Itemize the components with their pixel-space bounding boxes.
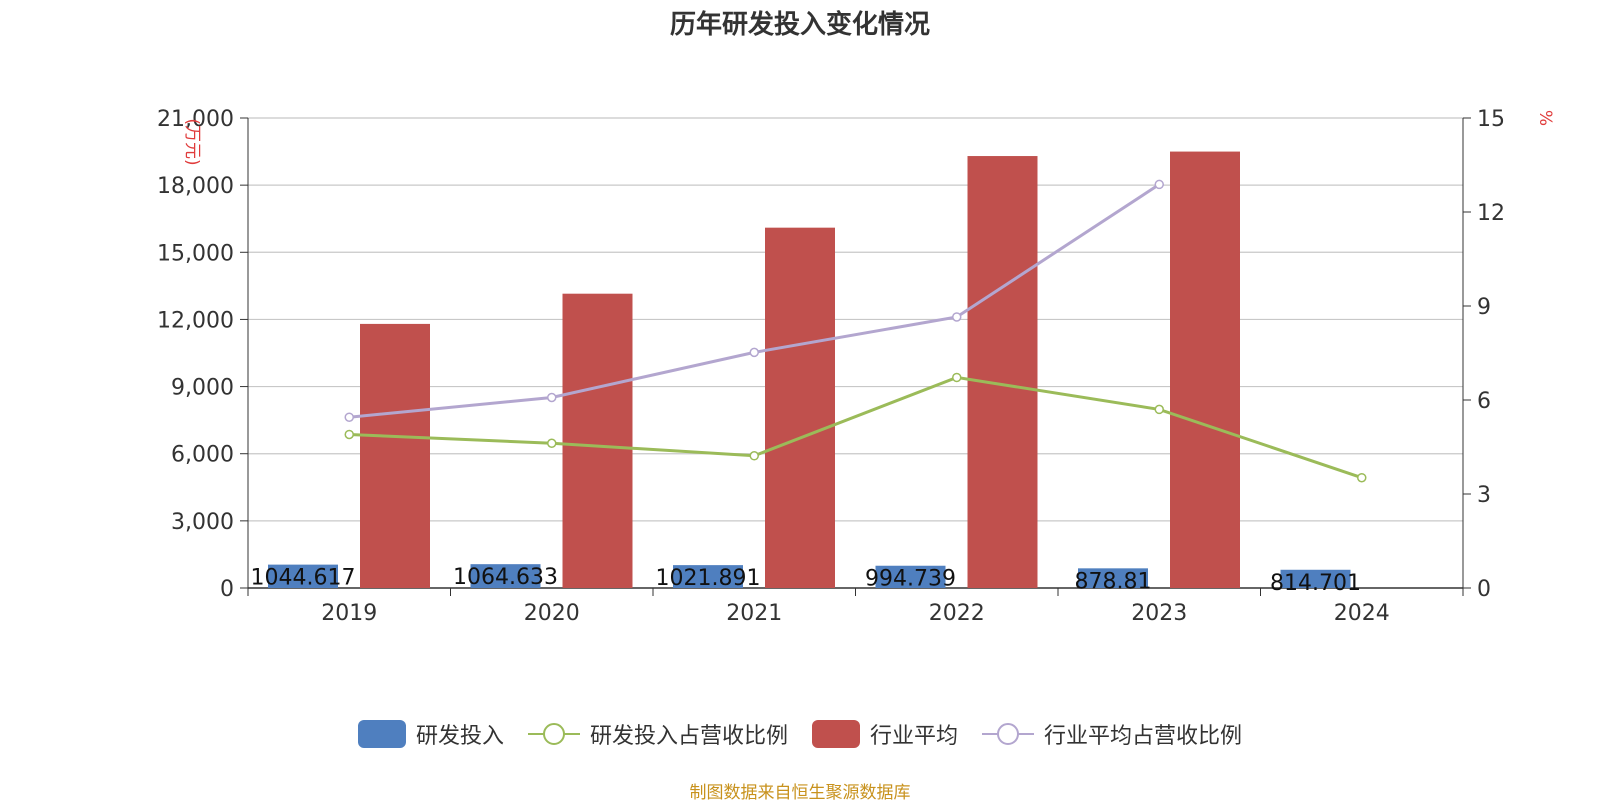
point-industry-ratio-2020 (547, 392, 557, 403)
legend-item-industry-ratio[interactable]: 行业平均占营收比例 (982, 718, 1242, 750)
y-right-tick-label-4: 12 (1477, 201, 1505, 226)
point-industry-ratio-2019 (344, 412, 354, 422)
data-label-rd-investment-2021: 1021.891 (656, 566, 761, 591)
point-rd-ratio-2019 (344, 429, 354, 440)
bar-industry-average-2020 (562, 293, 633, 588)
legend-label-rd-ratio: 研发投入占营收比例 (589, 724, 788, 749)
y-right-tick-label-3: 9 (1477, 295, 1491, 320)
data-label-rd-investment-2022: 994.739 (865, 567, 956, 592)
line-industry-ratio (349, 183, 1161, 419)
legend-label-industry-ratio: 行业平均占营收比例 (1044, 724, 1243, 749)
legend-label-rd-investment: 研发投入 (415, 724, 504, 749)
data-label-rd-investment-2024: 814.701 (1270, 571, 1361, 596)
y-right-tick-label-2: 6 (1477, 389, 1491, 414)
bar-rd-investment-2024 (1280, 569, 1351, 588)
line-rd-ratio (349, 375, 1363, 480)
legend-item-rd-investment[interactable]: 研发投入 (357, 718, 504, 750)
legend-item-rd-ratio[interactable]: 研发投入占营收比例 (527, 718, 788, 750)
point-rd-ratio-2020 (547, 438, 557, 448)
chart-title: 历年研发投入变化情况 (669, 10, 930, 40)
legend-item-industry-average[interactable]: 行业平均 (812, 718, 958, 750)
y-left-tick-label-5: 15,000 (157, 241, 234, 266)
point-industry-ratio-2021 (749, 347, 759, 358)
point-rd-ratio-2024 (1357, 472, 1367, 483)
y-left-tick-label-3: 9,000 (171, 376, 234, 401)
point-rd-ratio-2023 (1154, 404, 1164, 415)
legend-swatch-rd-investment (357, 720, 406, 748)
point-rd-ratio-2022 (952, 372, 962, 383)
x-tick-label-2023: 2023 (1131, 601, 1187, 626)
x-tick-label-2019: 2019 (321, 601, 377, 626)
x-tick-label-2020: 2020 (524, 601, 580, 626)
point-industry-ratio-2023 (1154, 179, 1164, 190)
legend-swatch-industry-ratio (982, 723, 1035, 745)
y-right-tick-label-0: 0 (1477, 577, 1491, 602)
chart-legend: 研发投入 研发投入占营收比例 行业平均 行业平均占营收比例 (0, 718, 1600, 750)
data-label-rd-investment-2020: 1064.633 (453, 565, 558, 590)
x-tick-label-2022: 2022 (929, 601, 985, 626)
bar-rd-investment-2022 (875, 565, 946, 588)
bar-rd-investment-2021 (673, 565, 743, 588)
data-source-note: 制图数据来自恒生聚源数据库 (689, 783, 911, 803)
y-left-tick-label-7: 21,000 (157, 107, 234, 132)
legend-label-industry-average: 行业平均 (870, 724, 959, 749)
bar-industry-average-2023 (1170, 151, 1240, 589)
bar-rd-investment-2023 (1078, 568, 1148, 588)
y-right-unit-label: % (1535, 110, 1555, 126)
y-right-tick-label-5: 15 (1477, 107, 1505, 132)
x-tick-label-2024: 2024 (1334, 601, 1390, 626)
x-tick-label-2021: 2021 (726, 601, 782, 626)
y-left-tick-label-1: 3,000 (171, 510, 234, 535)
bar-industry-average-2022 (967, 156, 1038, 589)
data-label-rd-investment-2019: 1044.617 (251, 566, 356, 591)
bar-rd-investment-2019 (268, 564, 338, 588)
y-left-tick-label-2: 6,000 (171, 443, 234, 468)
y-left-unit-label: (万元) (182, 118, 202, 165)
y-left-tick-label-4: 12,000 (157, 308, 234, 333)
bar-industry-average-2019 (360, 323, 430, 588)
y-left-tick-label-0: 0 (220, 577, 234, 602)
legend-swatch-industry-average (812, 720, 860, 748)
legend-swatch-rd-ratio (527, 723, 580, 745)
y-right-tick-label-1: 3 (1477, 483, 1491, 508)
point-rd-ratio-2021 (749, 451, 759, 461)
point-industry-ratio-2022 (952, 312, 962, 322)
bar-rd-investment-2020 (470, 564, 541, 588)
bar-industry-average-2021 (765, 227, 835, 588)
data-label-rd-investment-2023: 878.81 (1075, 569, 1152, 594)
y-left-tick-label-6: 18,000 (157, 174, 234, 199)
